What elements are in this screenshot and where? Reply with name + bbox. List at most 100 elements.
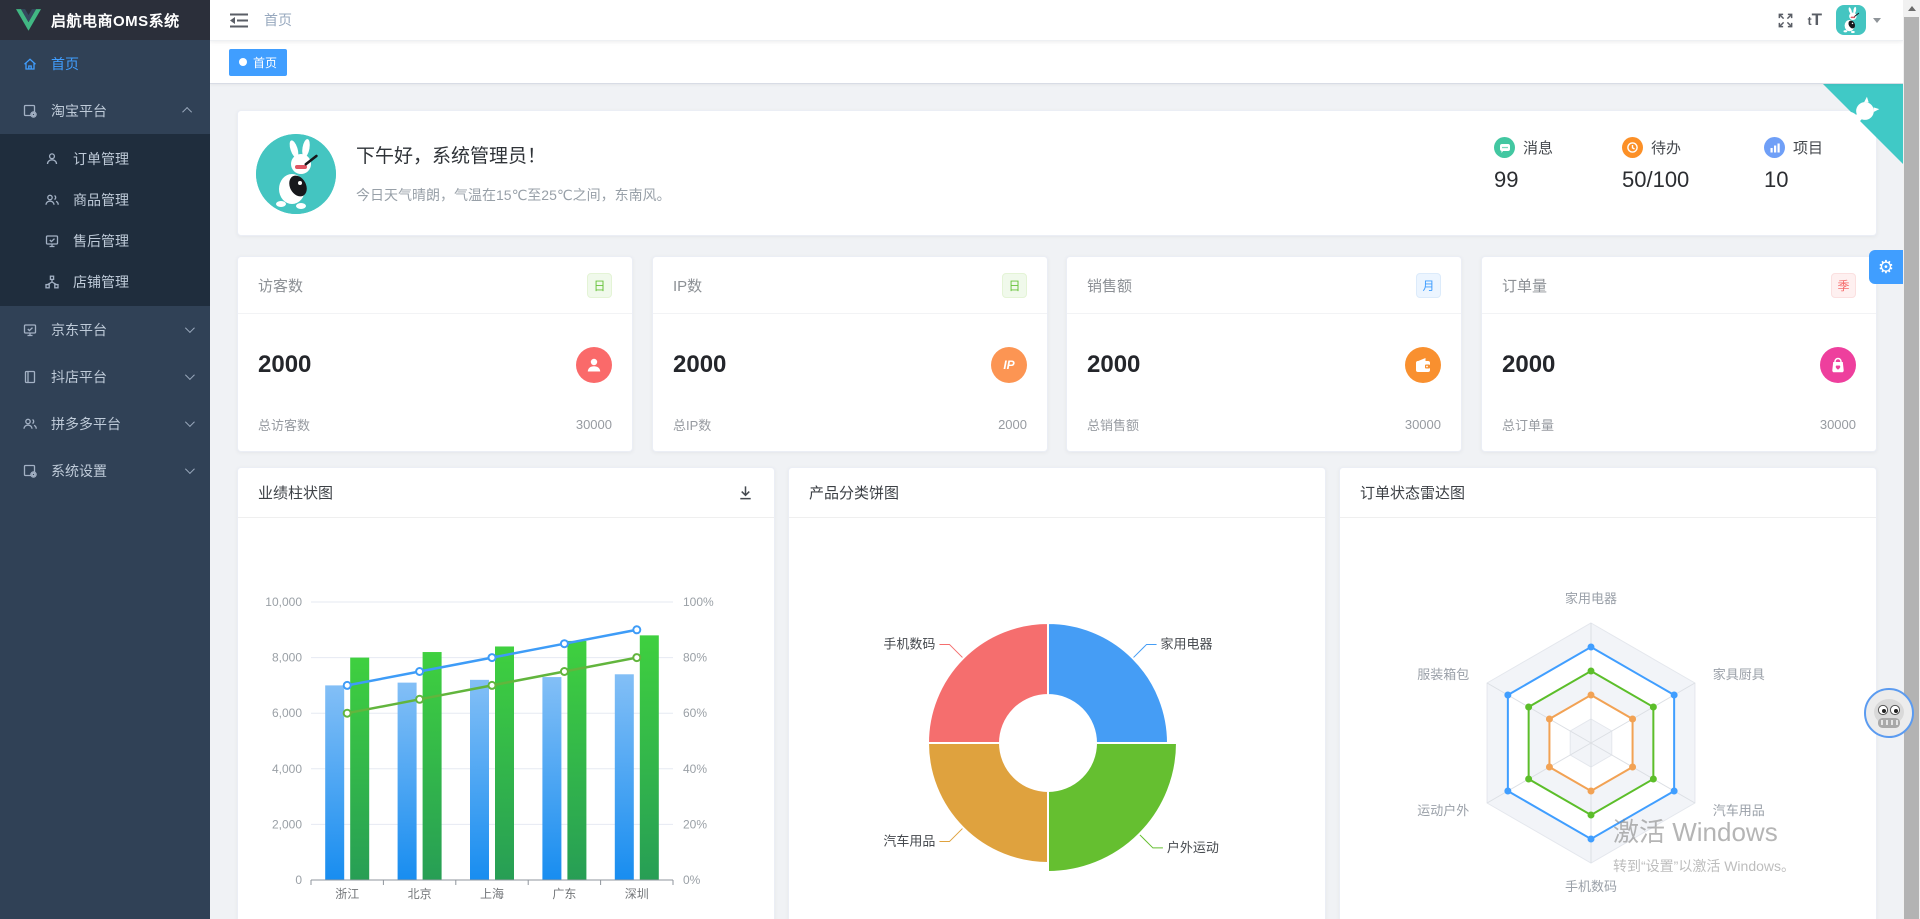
footer-label: 总销售额 [1087, 418, 1140, 433]
svg-text:0: 0 [295, 873, 302, 887]
stat-card-value: 2000 [258, 350, 312, 378]
svg-text:家用电器: 家用电器 [1161, 636, 1213, 651]
svg-text:8,000: 8,000 [272, 651, 302, 665]
sidebar-item-home[interactable]: 首页 [0, 40, 210, 87]
sidebar-item-pdd[interactable]: 拼多多平台 [0, 400, 210, 447]
footer-value: 30000 [1404, 417, 1441, 432]
stat-label: 项目 [1793, 140, 1824, 157]
notebook-icon [22, 369, 38, 385]
period-badge: 季 [1831, 272, 1856, 298]
stat-label: 消息 [1523, 140, 1554, 157]
stat-value: 50/100 [1622, 167, 1690, 192]
chevron-down-icon [184, 370, 195, 381]
welcome-stat-todos: 待办 50/100 [1622, 137, 1689, 193]
sidebar-item-douyin[interactable]: 抖店平台 [0, 353, 210, 400]
svg-text:浙江: 浙江 [335, 887, 359, 901]
page-scrollbar[interactable] [1903, 0, 1920, 919]
svg-text:20%: 20% [683, 817, 707, 831]
pie-chart-card: 产品分类饼图 家用电器 户外运动 汽车用品 手机数码 [788, 467, 1326, 919]
stat-card-value: 2000 [1502, 350, 1556, 378]
sidebar-item-orders[interactable]: 订单管理 [0, 138, 210, 179]
sidebar-item-taobao[interactable]: 淘宝平台 [0, 87, 210, 134]
scroll-up-icon [1907, 6, 1916, 11]
sidebar-item-label: 首页 [51, 55, 79, 72]
user-menu[interactable] [1836, 5, 1881, 35]
download-icon[interactable] [737, 484, 754, 501]
clock-icon [1622, 137, 1643, 158]
caret-down-icon [1873, 17, 1881, 23]
chart-title: 订单状态雷达图 [1360, 485, 1466, 502]
svg-text:广东: 广东 [552, 887, 576, 901]
sidebar: 启航电商OMS系统 首页 淘宝平台 [0, 0, 210, 919]
breadcrumb[interactable]: 首页 [264, 12, 292, 28]
chevron-down-icon [184, 417, 195, 428]
footer-value: 30000 [1819, 417, 1856, 432]
stat-value: 99 [1494, 167, 1519, 192]
svg-text:10,000: 10,000 [265, 595, 302, 609]
avatar [1836, 5, 1866, 35]
svg-text:运动户外: 运动户外 [1417, 803, 1469, 818]
stat-card-visitors: 访客数 日 2000 总访客数 30000 [237, 256, 633, 452]
message-icon [1494, 137, 1515, 158]
chevron-up-icon [182, 106, 193, 117]
hamburger-icon[interactable] [210, 13, 264, 28]
sidebar-item-jd[interactable]: 京东平台 [0, 306, 210, 353]
period-badge: 日 [587, 272, 612, 298]
sidebar-item-aftersale[interactable]: 售后管理 [0, 220, 210, 261]
tag-home[interactable]: 首页 [229, 48, 288, 76]
stat-card-value: 2000 [1087, 350, 1141, 378]
home-icon [22, 56, 38, 72]
user-icon [44, 151, 60, 167]
chart-title: 产品分类饼图 [809, 485, 900, 502]
sidebar-item-label: 淘宝平台 [51, 102, 107, 119]
svg-text:100%: 100% [683, 595, 714, 609]
svg-text:80%: 80% [683, 651, 707, 665]
ip-icon: IP [991, 346, 1027, 383]
sidebar-item-label: 商品管理 [73, 191, 129, 208]
bar-chart-svg: 0 0% 2,000 20% 4,000 40% 6,000 60% 8,000 80% 10,00… [265, 595, 714, 901]
github-corner-ribbon[interactable] [1823, 84, 1903, 164]
visitor-user-icon [576, 346, 612, 383]
scrollbar-thumb[interactable] [1904, 17, 1919, 919]
scrollbar-up-button[interactable] [1903, 0, 1920, 17]
footer-label: 总访客数 [258, 418, 311, 433]
logo-bar: 启航电商OMS系统 [0, 0, 210, 40]
footer-value: 30000 [575, 417, 612, 432]
svg-text:家用电器: 家用电器 [1565, 591, 1617, 606]
svg-text:上海: 上海 [480, 886, 504, 901]
tag-label: 首页 [253, 55, 278, 70]
chevron-down-icon [184, 323, 195, 334]
sidebar-item-shops[interactable]: 店铺管理 [0, 261, 210, 302]
bar-chart-card: 业绩柱状图 0 0% 2,000 20% 4,000 40% 6,000 60% 8,000 80… [237, 467, 775, 919]
stat-card-sales: 销售额 月 2000 总销售额 30000 [1066, 256, 1462, 452]
svg-text:60%: 60% [683, 706, 707, 720]
stat-card-title: 访客数 [258, 277, 304, 295]
stat-value: 10 [1764, 167, 1789, 192]
fullscreen-icon[interactable] [1777, 12, 1794, 29]
stat-card-title: 销售额 [1087, 277, 1133, 295]
tags-view: 首页 [210, 41, 1903, 84]
navbar-actions: tT [1777, 5, 1903, 35]
active-dot-icon [239, 58, 247, 66]
stat-card-title: IP数 [673, 277, 703, 295]
sidebar-item-products[interactable]: 商品管理 [0, 179, 210, 220]
svg-text:汽车用品: 汽车用品 [1713, 803, 1765, 818]
svg-text:2,000: 2,000 [272, 817, 302, 831]
theme-settings-button[interactable]: ⚙ [1869, 250, 1903, 284]
footer-value: 2000 [998, 417, 1027, 432]
font-size-icon[interactable]: tT [1807, 10, 1822, 29]
stat-card-title: 订单量 [1502, 277, 1548, 295]
svg-text:户外运动: 户外运动 [1167, 840, 1219, 855]
sidebar-item-label: 订单管理 [73, 150, 129, 167]
peoples-icon [22, 416, 38, 432]
sidebar-item-settings[interactable]: 系统设置 [0, 447, 210, 494]
user-avatar [256, 134, 336, 214]
svg-text:手机数码: 手机数码 [883, 636, 935, 651]
monitor-icon [22, 322, 38, 338]
welcome-card: 下午好，系统管理员！ 今日天气晴朗，气温在15℃至25℃之间，东南风。 消息 9… [237, 110, 1877, 236]
stat-card-orders: 订单量 季 2000 总订单量 30000 [1481, 256, 1877, 452]
doc-gear-icon [22, 463, 38, 479]
assistant-robot-button[interactable] [1863, 687, 1915, 739]
